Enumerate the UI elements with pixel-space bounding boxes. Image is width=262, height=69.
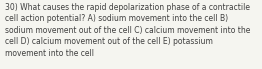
Text: 30) What causes the rapid depolarization phase of a contractile
cell action pote: 30) What causes the rapid depolarization…	[5, 3, 250, 58]
